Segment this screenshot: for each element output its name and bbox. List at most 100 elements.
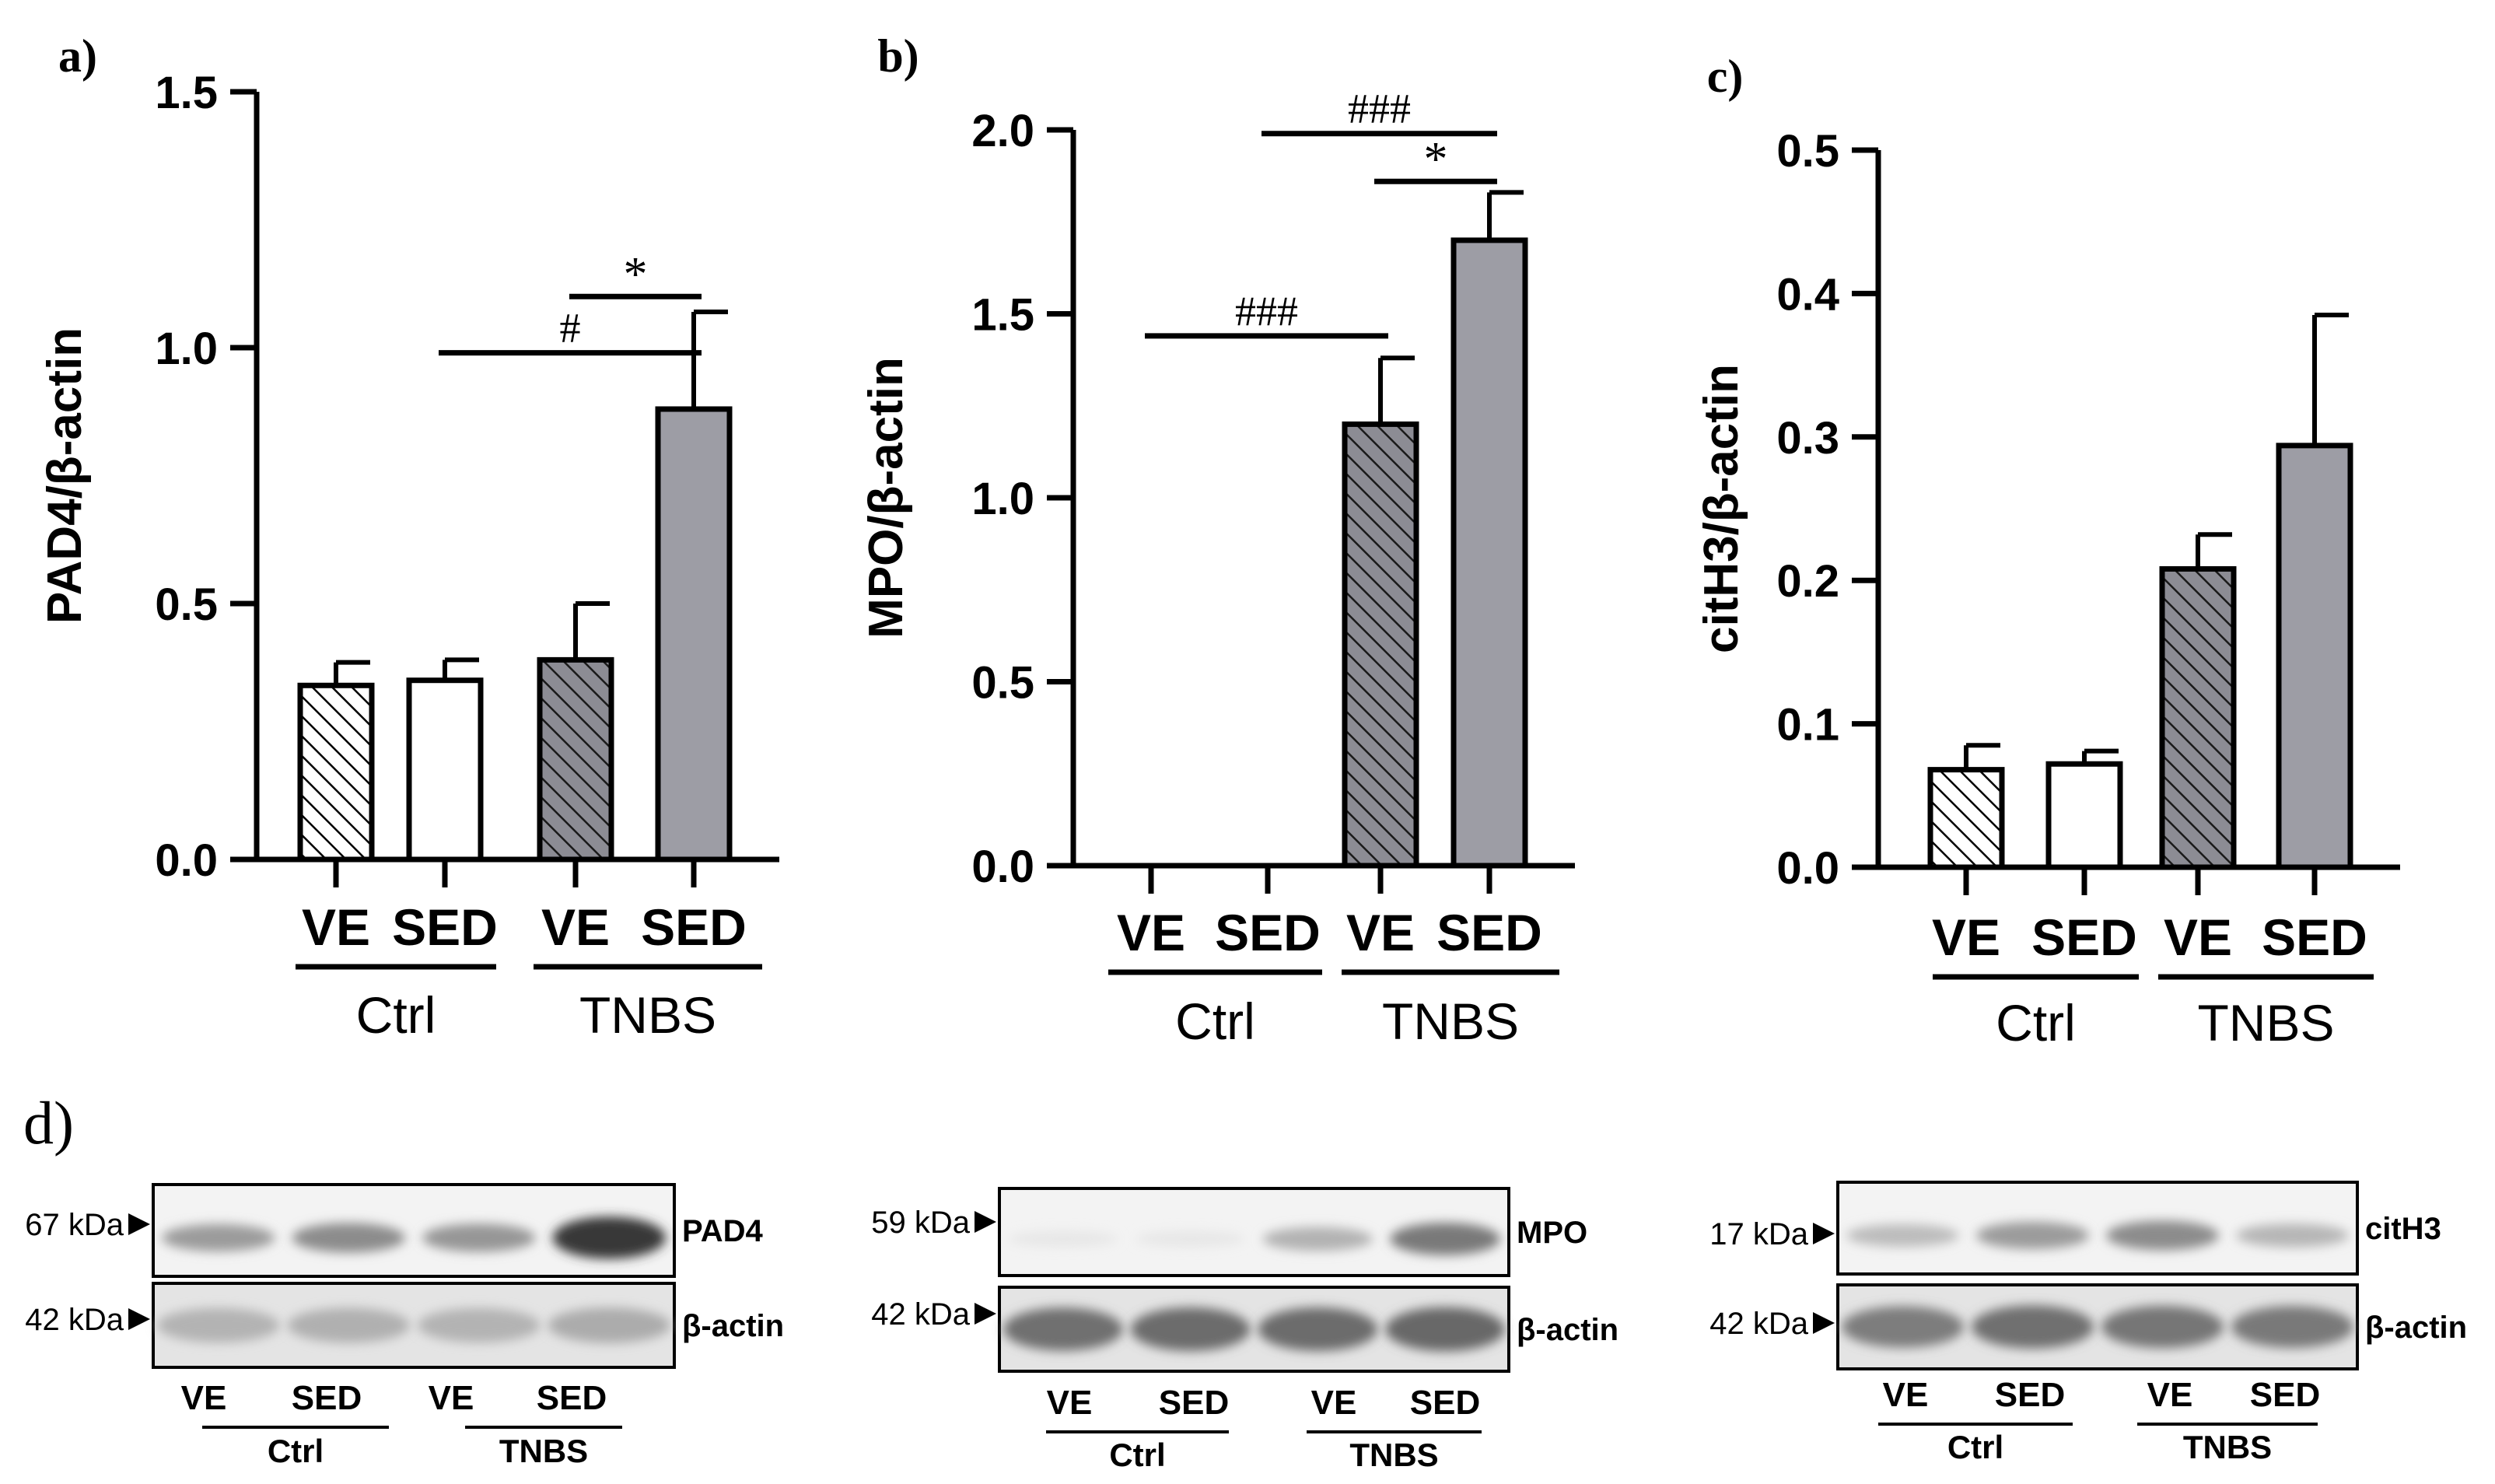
bar-1	[297, 682, 375, 863]
group-label: TNBS	[579, 986, 716, 1044]
blot-band-loading	[1003, 1307, 1123, 1351]
kda-arrow-icon	[1813, 1312, 1835, 1334]
bar-4	[1450, 237, 1528, 869]
bar-1	[1927, 767, 2005, 870]
chart-panel-3: c) citH3/β-actin 0.0 0.1 0.2 0.3 0.4 0.5 VE SED VE…	[1695, 51, 2400, 1052]
blot-band-target	[1135, 1230, 1246, 1248]
blot-band-loading	[1258, 1307, 1378, 1352]
x-category-label: SED	[641, 898, 747, 956]
blot-band-target	[292, 1223, 405, 1253]
kda-arrow-icon	[1813, 1223, 1835, 1244]
lane-label: VE	[181, 1379, 227, 1417]
bar-2	[406, 677, 484, 863]
lane-label: SED	[1995, 1376, 2065, 1414]
blot-panel-3: 17 kDa 42 kDa citH3 β-actin VE SED VE SED Ctrl TN…	[1709, 1181, 2467, 1465]
lane-label: VE	[429, 1379, 474, 1417]
y-tick-label: 0.3	[1776, 413, 1839, 464]
kda-marker-loading: 42 kDa	[1709, 1307, 1808, 1341]
protein-label-loading: β-actin	[682, 1309, 784, 1343]
group-label: TNBS	[1349, 1437, 1438, 1473]
blot-band-loading	[1972, 1305, 2094, 1349]
kda-arrow-icon	[128, 1308, 150, 1330]
y-tick-label: 0.5	[155, 579, 218, 630]
blot-band-target	[2106, 1220, 2219, 1251]
protein-label-target: MPO	[1517, 1216, 1587, 1250]
lane-label: VE	[1883, 1376, 1929, 1414]
charts-layer: a) PAD4/β-actin 0.0 0.5 1.0 1.5 VE SED VE SED Ctrl…	[38, 30, 2400, 1052]
panel-label: a)	[58, 30, 97, 82]
y-tick-label: 0.0	[155, 835, 218, 886]
lane-label: SED	[1410, 1384, 1480, 1422]
y-tick-label: 0.0	[1776, 843, 1839, 894]
blot-band-target	[1976, 1221, 2089, 1249]
group-label: TNBS	[1382, 992, 1519, 1050]
y-tick-label: 0.5	[1776, 126, 1839, 177]
blot-band-loading	[1842, 1306, 1964, 1348]
y-tick-label: 0.2	[1776, 556, 1839, 607]
group-label: Ctrl	[268, 1433, 324, 1469]
blot-band-target	[1008, 1230, 1118, 1248]
blot-band-target	[1390, 1223, 1500, 1255]
blot-band-loading	[2101, 1305, 2224, 1349]
group-label: Ctrl	[1109, 1437, 1165, 1473]
lane-label: VE	[1311, 1384, 1357, 1422]
kda-marker-target: 17 kDa	[1709, 1217, 1808, 1251]
y-tick-label: 2.0	[971, 106, 1034, 156]
blot-band-loading	[1385, 1307, 1505, 1352]
panel-label: b)	[877, 30, 919, 82]
blot-band-target	[2236, 1223, 2349, 1248]
protein-label-target: citH3	[2365, 1212, 2441, 1246]
group-label: Ctrl	[1996, 994, 2076, 1052]
kda-arrow-icon	[975, 1211, 996, 1233]
protein-label-loading: β-actin	[2365, 1311, 2467, 1345]
kda-marker-loading: 42 kDa	[25, 1303, 124, 1337]
x-category-label: SED	[2262, 908, 2367, 966]
chart-panel-1: a) PAD4/β-actin 0.0 0.5 1.0 1.5 VE SED VE SED Ctrl…	[38, 30, 779, 1044]
group-label: Ctrl	[1947, 1429, 2003, 1465]
x-category-label: VE	[1117, 904, 1185, 961]
bar-3	[2159, 565, 2237, 870]
x-category-label: VE	[2164, 908, 2232, 966]
blot-band-loading	[2231, 1306, 2353, 1348]
y-tick-label: 1.0	[971, 474, 1034, 524]
kda-arrow-icon	[128, 1213, 150, 1235]
lane-label: VE	[2147, 1376, 2193, 1414]
significance-marker: #	[560, 305, 581, 352]
y-axis-label: MPO/β-actin	[859, 357, 913, 639]
bar-2	[2045, 761, 2123, 870]
lane-label: SED	[1159, 1384, 1229, 1422]
lane-label: SED	[292, 1379, 362, 1417]
blot-band-target	[552, 1216, 666, 1259]
blot-band-target	[1262, 1227, 1373, 1251]
blot-band-loading	[157, 1307, 280, 1343]
y-tick-label: 1.5	[155, 68, 218, 118]
significance-marker: *	[624, 248, 648, 301]
y-axis-label: PAD4/β-actin	[38, 327, 92, 624]
group-label: TNBS	[2183, 1429, 2272, 1465]
y-tick-label: 0.0	[971, 842, 1034, 892]
y-tick-label: 0.1	[1776, 700, 1839, 751]
significance-marker: ###	[1348, 86, 1411, 132]
blot-band-loading	[1130, 1307, 1251, 1352]
blot-band-loading	[418, 1307, 541, 1343]
group-label: Ctrl	[1175, 992, 1255, 1050]
blot-band-target	[162, 1223, 275, 1251]
x-category-label: VE	[541, 898, 610, 956]
blot-panel-1: 67 kDa 42 kDa PAD4 β-actin VE SED VE SED Ctrl TNB…	[25, 1183, 784, 1469]
x-category-label: VE	[1346, 904, 1415, 961]
group-label: Ctrl	[356, 986, 436, 1044]
panel-label: c)	[1707, 51, 1744, 102]
y-axis-label: citH3/β-actin	[1695, 364, 1748, 653]
chart-panel-2: b) MPO/β-actin 0.0 0.5 1.0 1.5 2.0 VE SED VE SED Ct…	[859, 30, 1575, 1050]
panel-label: d)	[23, 1089, 74, 1157]
blot-band-target	[1846, 1223, 1959, 1247]
protein-label-loading: β-actin	[1517, 1313, 1618, 1347]
x-category-label: VE	[1932, 908, 2000, 966]
x-category-label: SED	[392, 898, 498, 956]
group-label: TNBS	[499, 1433, 588, 1469]
group-label: TNBS	[2197, 994, 2334, 1052]
blot-band-loading	[548, 1307, 670, 1343]
kda-arrow-icon	[975, 1303, 996, 1325]
protein-label-target: PAD4	[682, 1214, 763, 1248]
